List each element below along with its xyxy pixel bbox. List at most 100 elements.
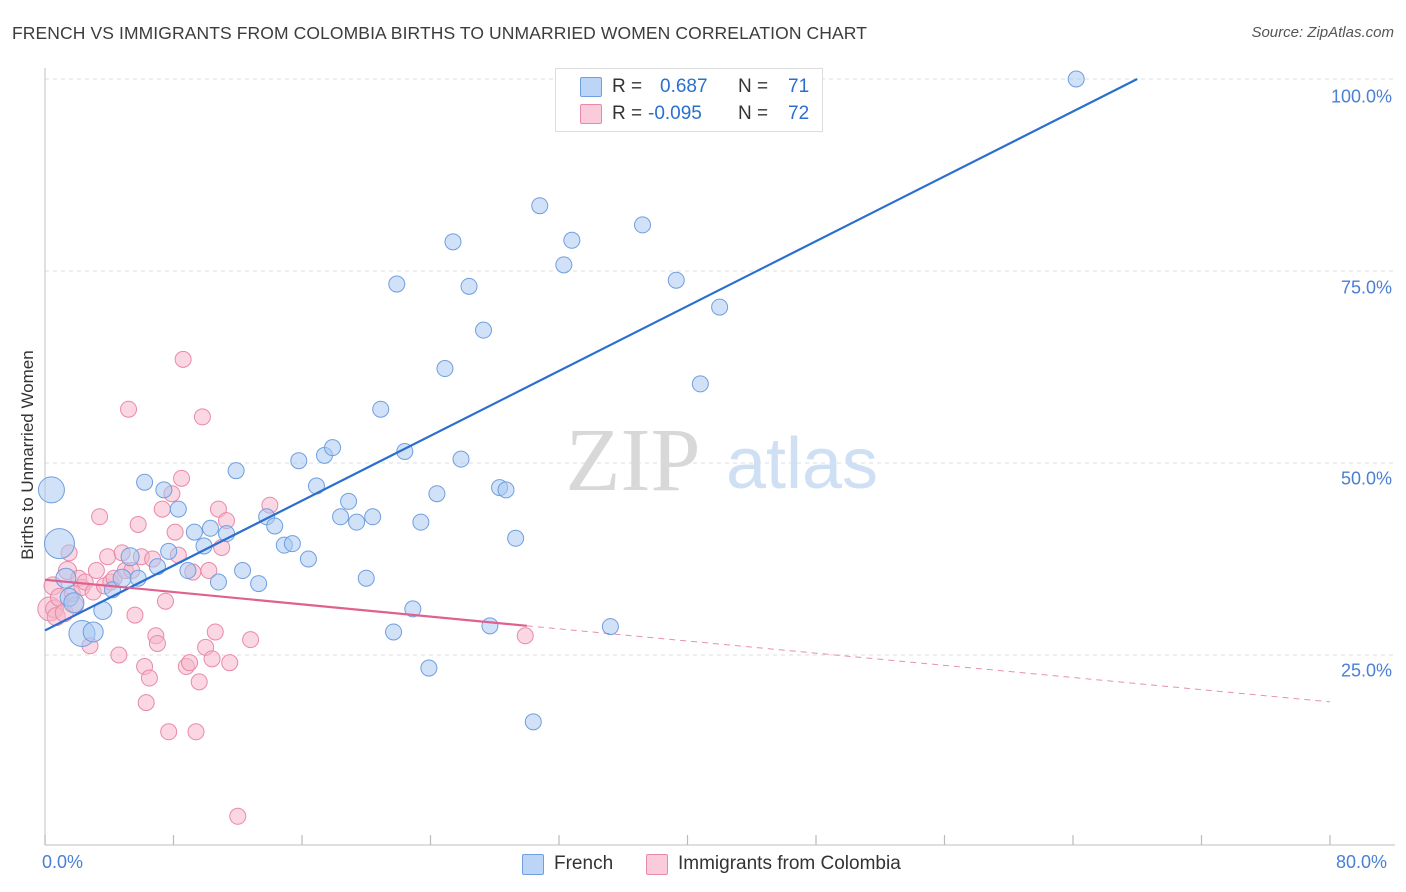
colombia-point xyxy=(516,627,534,645)
french-point xyxy=(460,277,478,295)
colombia-point xyxy=(87,562,105,580)
french-point xyxy=(283,535,301,553)
colombia-point xyxy=(174,350,192,368)
french-point xyxy=(340,492,358,510)
french-point xyxy=(120,547,140,567)
colombia-point xyxy=(242,631,260,649)
colombia-point xyxy=(110,646,128,664)
french-point xyxy=(444,233,462,251)
french-point xyxy=(169,500,187,518)
colombia-point xyxy=(140,669,158,687)
colombia-point xyxy=(173,469,191,487)
colombia-point xyxy=(153,500,171,518)
colombia-point xyxy=(148,634,166,652)
colombia-point xyxy=(160,723,178,741)
french-point xyxy=(160,542,178,560)
french-point xyxy=(55,567,77,589)
french-point xyxy=(475,321,493,339)
french-point xyxy=(481,617,499,635)
colombia-point xyxy=(200,562,218,580)
colombia-point xyxy=(190,673,208,691)
french-point xyxy=(201,519,219,537)
x-tick-max: 80.0% xyxy=(1336,852,1388,872)
y-tick-25: 25.0% xyxy=(1340,660,1392,681)
french-point xyxy=(63,592,85,614)
french-point xyxy=(507,529,525,547)
french-point xyxy=(148,558,166,576)
legend-n-value-colombia: 72 xyxy=(788,103,810,124)
series-french-points xyxy=(37,70,1085,731)
french-point xyxy=(185,523,203,541)
french-point xyxy=(1067,70,1085,88)
colombia-point xyxy=(120,400,138,418)
french-trend-line xyxy=(44,78,1138,632)
source-credit: Source: ZipAtlas.com xyxy=(1251,24,1394,41)
french-point xyxy=(324,439,342,457)
colombia-point xyxy=(209,500,227,518)
colombia-point xyxy=(187,723,205,741)
watermark-zip: ZIP xyxy=(566,411,701,510)
trend-lines xyxy=(44,78,1331,703)
french-point xyxy=(452,450,470,468)
colombia-point xyxy=(221,654,239,672)
french-point xyxy=(348,513,366,531)
x-tick-min: 0.0% xyxy=(42,852,84,872)
colombia-point xyxy=(99,548,117,566)
y-tick-100: 100.0% xyxy=(1330,86,1392,107)
french-point xyxy=(195,537,213,555)
french-point xyxy=(691,375,709,393)
french-point xyxy=(497,481,515,499)
colombia-point xyxy=(203,650,221,668)
legend-n-label: N = xyxy=(738,76,774,97)
legend-r-value-french: 0.687 xyxy=(660,76,708,97)
french-point xyxy=(385,623,403,641)
french-point xyxy=(179,562,197,580)
french-point xyxy=(299,550,317,568)
legend-n-value-french: 71 xyxy=(788,76,810,97)
french-point xyxy=(531,197,549,215)
zipatlas-watermark: ZIP atlas xyxy=(566,411,879,510)
french-point xyxy=(37,476,65,504)
french-point xyxy=(155,481,173,499)
french-point xyxy=(234,562,252,580)
french-point xyxy=(524,713,542,731)
french-point xyxy=(634,216,652,234)
french-point xyxy=(209,573,227,591)
colombia-point xyxy=(206,623,224,641)
french-point xyxy=(357,569,375,587)
colombia-point xyxy=(181,654,199,672)
legend-r-value-colombia: -0.095 xyxy=(648,103,702,124)
french-point xyxy=(412,513,430,531)
french-point xyxy=(420,659,438,677)
french-point xyxy=(250,575,268,593)
french-point xyxy=(404,600,422,618)
french-point xyxy=(388,275,406,293)
colombia-trend-line xyxy=(44,578,527,627)
legend-r-label: R = xyxy=(612,76,648,97)
french-point xyxy=(601,618,619,636)
french-point xyxy=(364,508,382,526)
french-point xyxy=(43,528,75,560)
french-point xyxy=(711,298,729,316)
chart-title: FRENCH VS IMMIGRANTS FROM COLOMBIA BIRTH… xyxy=(12,23,867,43)
colombia-point xyxy=(129,515,147,533)
french-point xyxy=(227,462,245,480)
bottom-swatch-colombia xyxy=(646,854,668,875)
colombia-point xyxy=(156,592,174,610)
bottom-legend-label-colombia: Immigrants from Colombia xyxy=(678,853,901,874)
french-point xyxy=(436,360,454,378)
colombia-point xyxy=(229,807,247,825)
legend-swatch-french xyxy=(580,77,602,97)
y-tick-75: 75.0% xyxy=(1340,277,1392,298)
french-point xyxy=(555,256,573,274)
y-axis-label: Births to Unmarried Women xyxy=(18,350,37,560)
french-point xyxy=(266,517,284,535)
french-point xyxy=(563,231,581,249)
french-point xyxy=(372,400,390,418)
french-point xyxy=(667,271,685,289)
french-point xyxy=(332,508,350,526)
colombia-point xyxy=(166,523,184,541)
colombia-point xyxy=(137,694,155,712)
legend-swatch-colombia xyxy=(580,104,602,124)
